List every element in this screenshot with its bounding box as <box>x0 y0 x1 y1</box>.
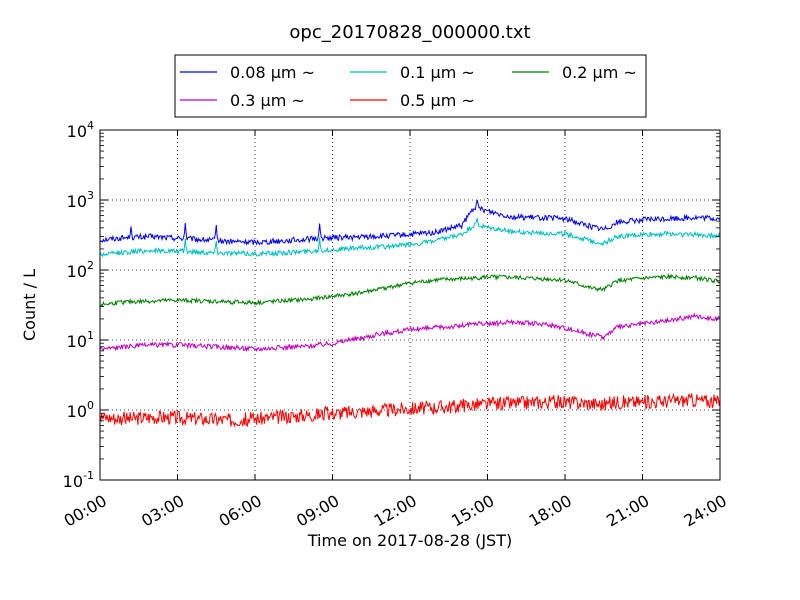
series-line <box>99 392 721 428</box>
y-tick-label: 100 <box>67 399 94 421</box>
series-layer <box>99 199 721 428</box>
ticks <box>99 129 721 481</box>
legend-label: 0.1 μm ~ <box>400 63 475 82</box>
y-tick-label: 10-1 <box>63 469 94 491</box>
legend-label: 0.2 μm ~ <box>562 63 637 82</box>
series-line <box>99 199 721 246</box>
legend-label: 0.08 μm ~ <box>230 63 315 82</box>
y-axis-label: Count / L <box>20 269 39 341</box>
y-tick-label: 103 <box>67 189 94 211</box>
y-tick-labels: 10-1 100 101 102 103 104 <box>63 119 94 491</box>
series-line <box>99 218 721 258</box>
legend-box <box>174 54 647 118</box>
grid <box>100 130 720 480</box>
legend: 0.08 μm ~ 0.1 μm ~ 0.2 μm ~ 0.3 μm ~ 0.5 μm … <box>174 54 647 118</box>
series-line <box>99 312 721 353</box>
chart-title: opc_20170828_000000.txt <box>289 22 530 43</box>
x-axis-label: Time on 2017-08-28 (JST) <box>307 531 512 550</box>
legend-label: 0.5 μm ~ <box>400 91 475 110</box>
y-tick-label: 102 <box>67 259 94 281</box>
y-tick-label: 104 <box>67 119 94 141</box>
legend-label: 0.3 μm ~ <box>230 91 305 110</box>
series-line <box>99 272 721 307</box>
y-tick-label: 101 <box>67 329 94 351</box>
